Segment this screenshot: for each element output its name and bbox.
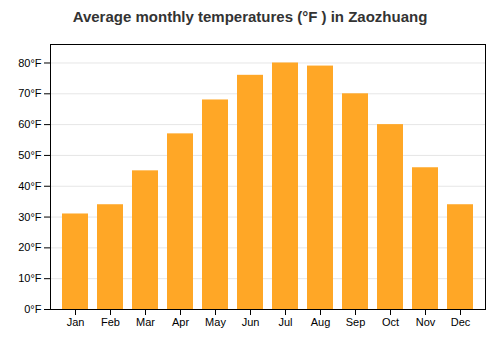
svg-text:Aug: Aug — [311, 316, 331, 328]
svg-text:Feb: Feb — [101, 316, 120, 328]
svg-text:May: May — [205, 316, 226, 328]
html-text:Average monthly temperatures (: Average monthly temperatures (°F ) in Za… — [72, 8, 428, 25]
svg-text:Jun: Jun — [242, 316, 260, 328]
svg-text:50°F: 50°F — [18, 149, 42, 161]
svg-text:Oct: Oct — [382, 316, 399, 328]
svg-text:10°F: 10°F — [18, 272, 42, 284]
svg-text:Sep: Sep — [346, 316, 366, 328]
svg-text:80°F: 80°F — [18, 57, 42, 69]
svg-text:Nov: Nov — [416, 316, 436, 328]
svg-text:30°F: 30°F — [18, 211, 42, 223]
svg-text:70°F: 70°F — [18, 87, 42, 99]
svg-text:Mar: Mar — [136, 316, 155, 328]
svg-text:40°F: 40°F — [18, 180, 42, 192]
svg-text:Jan: Jan — [67, 316, 85, 328]
svg-text:Jul: Jul — [278, 316, 292, 328]
svg-text:20°F: 20°F — [18, 241, 42, 253]
svg-text:60°F: 60°F — [18, 118, 42, 130]
svg-text:0°F: 0°F — [24, 303, 42, 315]
svg-text:Dec: Dec — [451, 316, 471, 328]
svg-text:Apr: Apr — [172, 316, 189, 328]
